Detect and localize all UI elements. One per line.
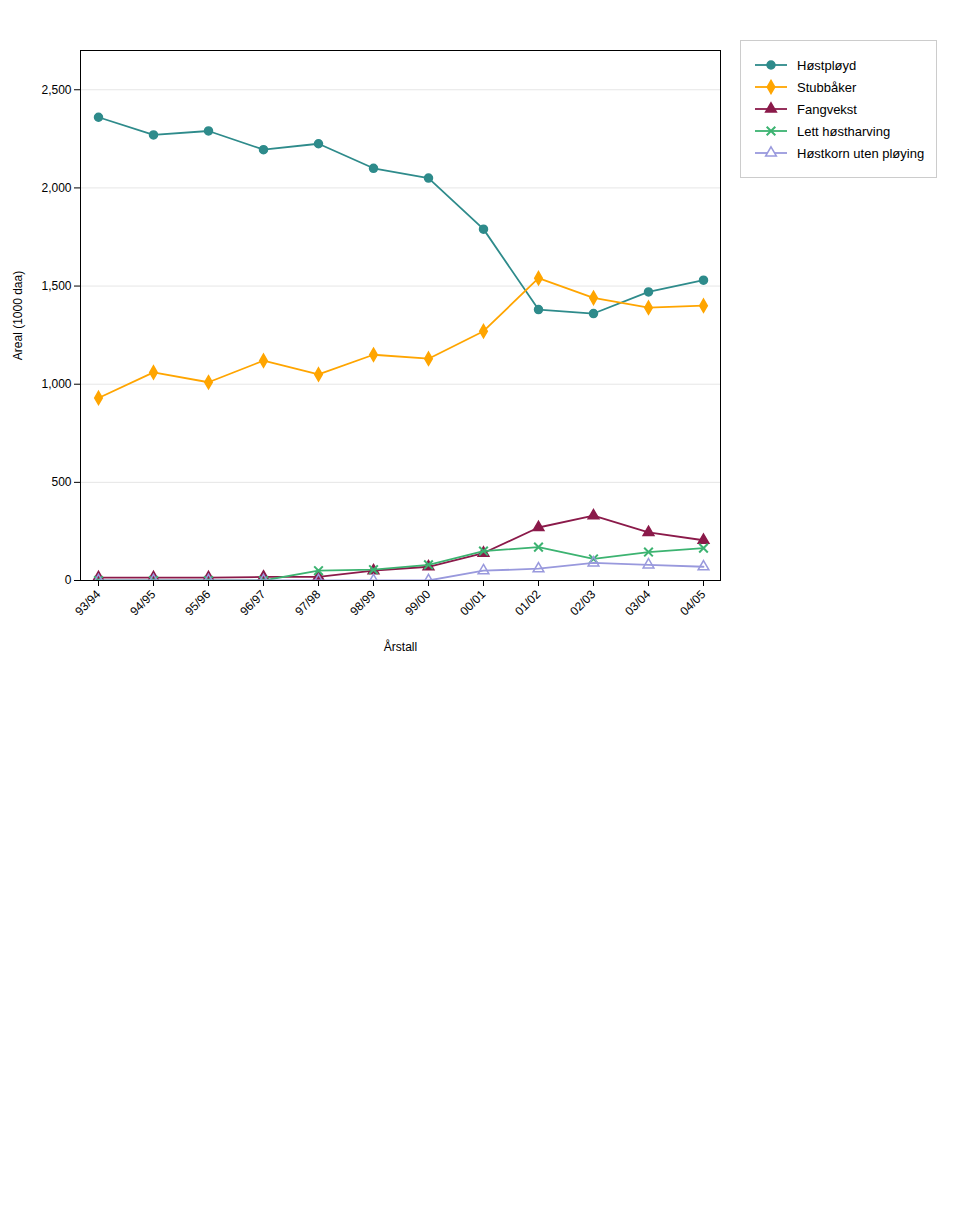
svg-text:93/94: 93/94 <box>72 587 103 618</box>
svg-text:96/97: 96/97 <box>237 587 268 618</box>
svg-text:1,000: 1,000 <box>41 377 71 391</box>
svg-text:94/95: 94/95 <box>127 587 158 618</box>
svg-text:04/05: 04/05 <box>677 587 708 618</box>
svg-text:2,500: 2,500 <box>41 83 71 97</box>
svg-text:Areal (1000 daa): Areal (1000 daa) <box>11 271 25 360</box>
html-text:Fangvekst: Fangvekst <box>797 101 857 117</box>
svg-text:98/99: 98/99 <box>347 587 378 618</box>
html-text:Stubbåker: Stubbåker <box>797 79 857 95</box>
svg-text:2,000: 2,000 <box>41 181 71 195</box>
html-text:Høstkorn uten pløying: Høstkorn uten pløying <box>797 145 925 161</box>
svg-text:99/00: 99/00 <box>402 587 433 618</box>
svg-text:1,500: 1,500 <box>41 279 71 293</box>
svg-text:500: 500 <box>51 475 71 489</box>
svg-text:00/01: 00/01 <box>457 587 488 618</box>
svg-text:95/96: 95/96 <box>182 587 213 618</box>
svg-text:Årstall: Årstall <box>384 639 417 654</box>
html-text:Høstpløyd: Høstpløyd <box>797 57 857 73</box>
svg-text:01/02: 01/02 <box>512 587 543 618</box>
html-text:Lett høstharving: Lett høstharving <box>797 123 891 139</box>
svg-text:03/04: 03/04 <box>622 587 653 618</box>
svg-text:0: 0 <box>65 573 72 587</box>
svg-text:02/03: 02/03 <box>567 587 598 618</box>
svg-text:97/98: 97/98 <box>292 587 323 618</box>
